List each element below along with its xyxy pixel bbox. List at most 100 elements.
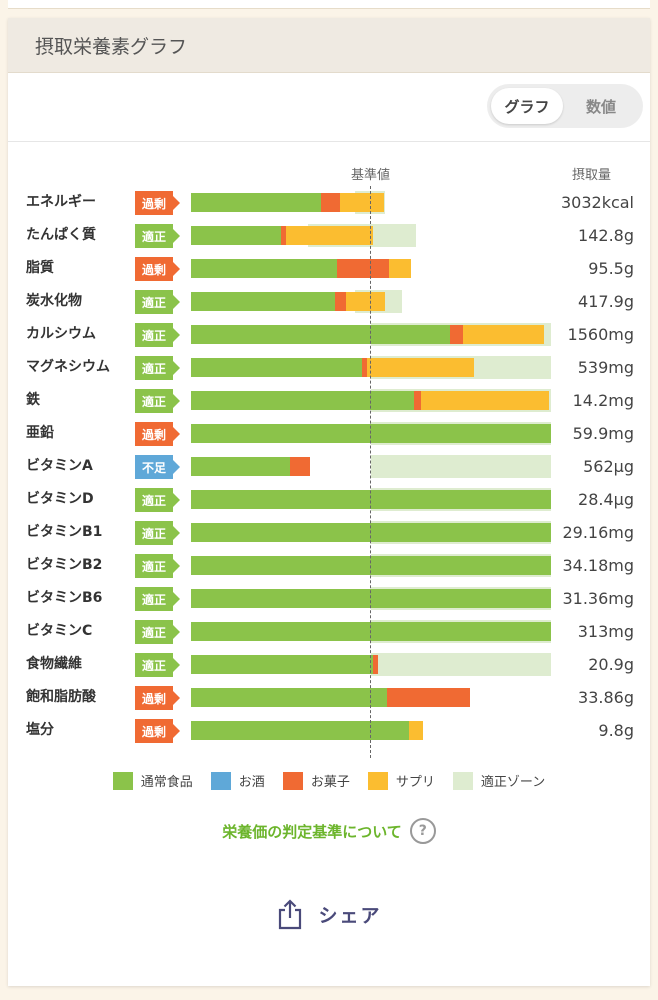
view-toggle[interactable]: グラフ 数値 xyxy=(487,84,643,128)
bar-segment-normal-food xyxy=(191,226,281,245)
bar-segment-supplements xyxy=(462,325,544,344)
status-badge: 過剰 xyxy=(135,191,180,215)
bar-track xyxy=(191,455,551,478)
nutrient-label: 塩分 xyxy=(26,722,54,738)
values-view-button[interactable]: 数値 xyxy=(585,97,616,116)
legend-swatch-zone xyxy=(452,771,473,790)
intake-amount: 33.86g xyxy=(578,688,634,707)
status-badge: 適正 xyxy=(135,290,180,314)
bar-segment-snacks xyxy=(290,457,310,476)
bar-segment-snacks xyxy=(414,391,422,410)
bar-track xyxy=(191,653,551,676)
legend-supplements: サプリ xyxy=(367,771,435,790)
bar-segment-snacks xyxy=(320,193,341,212)
bar-segment-normal-food xyxy=(191,655,373,674)
intake-amount: 313mg xyxy=(577,622,634,641)
intake-amount: 31.36mg xyxy=(562,589,634,608)
legend-label-snacks: お菓子 xyxy=(310,775,350,790)
intake-amount: 14.2mg xyxy=(572,391,634,410)
legend-normal-food: 通常食品 xyxy=(112,771,193,790)
bar-segment-supplements xyxy=(421,391,550,410)
nutrient-row: ビタミンB1 適正 29.16mg xyxy=(8,516,650,549)
status-badge: 適正 xyxy=(135,488,180,512)
nutrient-row: カルシウム 適正 1560mg xyxy=(8,318,650,351)
nutrient-label: たんぱく質 xyxy=(26,227,96,243)
bar-track xyxy=(191,224,551,247)
intake-amount: 142.8g xyxy=(578,226,634,245)
bar-track xyxy=(191,521,551,544)
nutrient-row: ビタミンB6 適正 31.36mg xyxy=(8,582,650,615)
nutrient-row: 飽和脂肪酸 過剰 33.86g xyxy=(8,681,650,714)
legend-label-zone: 適正ゾーン xyxy=(480,775,546,790)
nutrient-row: ビタミンB2 適正 34.18mg xyxy=(8,549,650,582)
status-badge: 過剰 xyxy=(135,422,180,446)
card-header: 摂取栄養素グラフ xyxy=(8,18,650,73)
divider xyxy=(8,141,650,142)
nutrient-row: 塩分 過剰 9.8g xyxy=(8,714,650,747)
intake-amount: 34.18mg xyxy=(562,556,634,575)
bar-segment-snacks xyxy=(372,655,379,674)
criteria-link[interactable]: 栄養価の判定基準について ? xyxy=(8,818,650,844)
amount-header: 摂取量 xyxy=(572,168,612,183)
legend-snacks: お菓子 xyxy=(282,771,350,790)
status-badge: 適正 xyxy=(135,356,180,380)
bar-track xyxy=(191,587,551,610)
nutrient-label: マグネシウム xyxy=(26,359,110,375)
share-button[interactable]: シェア xyxy=(8,898,650,930)
intake-amount: 20.9g xyxy=(588,655,634,674)
nutrient-row: エネルギー 過剰 3032kcal xyxy=(8,186,650,219)
status-badge: 適正 xyxy=(135,521,180,545)
reference-line xyxy=(370,186,371,758)
status-badge: 適正 xyxy=(135,587,180,611)
intake-amount: 1560mg xyxy=(567,325,634,344)
status-badge: 不足 xyxy=(135,455,180,479)
bar-segment-supplements xyxy=(408,721,424,740)
bar-segment-normal-food xyxy=(191,589,551,608)
legend-swatch-supplements xyxy=(367,771,388,790)
bar-track xyxy=(191,290,551,313)
bar-segment-snacks xyxy=(335,292,346,311)
nutrient-row: 鉄 適正 14.2mg xyxy=(8,384,650,417)
status-badge: 過剰 xyxy=(135,719,180,743)
bar-segment-normal-food xyxy=(191,523,551,542)
legend-label-alcohol: お酒 xyxy=(238,775,265,790)
graph-view-button[interactable]: グラフ xyxy=(491,88,563,124)
nutrient-label: 鉄 xyxy=(26,392,40,408)
bar-segment-normal-food xyxy=(191,688,388,707)
bar-segment-supplements xyxy=(340,193,384,212)
optimal-zone xyxy=(371,653,551,676)
status-badge: 適正 xyxy=(135,620,180,644)
legend-alcohol: お酒 xyxy=(210,771,265,790)
intake-amount: 539mg xyxy=(577,358,634,377)
bar-segment-supplements xyxy=(367,358,474,377)
nutrient-label: ビタミンB6 xyxy=(26,590,103,606)
bar-track xyxy=(191,323,551,346)
nutrient-label: エネルギー xyxy=(26,194,96,210)
previous-card-edge xyxy=(8,0,650,9)
status-badge: 適正 xyxy=(135,323,180,347)
nutrient-graph-card: 摂取栄養素グラフ グラフ 数値 基準値 摂取量 エネルギー 過剰 3032kcal た… xyxy=(8,18,650,986)
help-icon[interactable]: ? xyxy=(409,818,436,844)
criteria-link-label[interactable]: 栄養価の判定基準について xyxy=(222,822,402,841)
nutrient-label: 炭水化物 xyxy=(26,293,82,309)
nutrient-label: カルシウム xyxy=(26,326,96,342)
intake-amount: 59.9mg xyxy=(572,424,634,443)
intake-amount: 9.8g xyxy=(598,721,634,740)
status-badge: 適正 xyxy=(135,653,180,677)
nutrient-row: ビタミンD 適正 28.4μg xyxy=(8,483,650,516)
bar-segment-normal-food xyxy=(191,424,551,443)
bar-segment-normal-food xyxy=(191,556,551,575)
status-badge: 適正 xyxy=(135,554,180,578)
card-title: 摂取栄養素グラフ xyxy=(35,35,188,58)
bar-track xyxy=(191,488,551,511)
bar-track xyxy=(191,620,551,643)
legend-swatch-snacks xyxy=(282,771,303,790)
status-badge: 過剰 xyxy=(135,686,180,710)
bar-segment-snacks xyxy=(362,358,368,377)
intake-amount: 28.4μg xyxy=(578,490,634,509)
nutrient-label: 脂質 xyxy=(26,260,54,276)
nutrient-label: ビタミンD xyxy=(26,491,94,507)
intake-amount: 95.5g xyxy=(588,259,634,278)
share-label[interactable]: シェア xyxy=(318,904,382,927)
intake-amount: 562μg xyxy=(583,457,634,476)
